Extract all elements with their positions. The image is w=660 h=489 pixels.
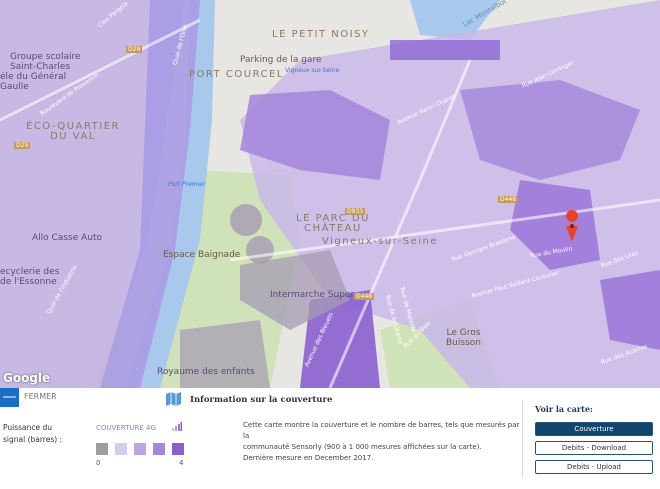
coverage-zone bbox=[600, 270, 660, 350]
coverage-zone bbox=[240, 250, 350, 330]
map-label: LE PETIT NOISY bbox=[272, 29, 370, 40]
google-logo: Google bbox=[3, 371, 51, 385]
label-text: Groupe scolaire Saint-Charles bbox=[10, 52, 81, 72]
legend-swatch-0 bbox=[96, 443, 108, 455]
view-map-label: Voir la carte: bbox=[535, 404, 593, 414]
lake bbox=[410, 0, 500, 40]
coverage-zone bbox=[390, 40, 500, 60]
map-label: ÉCO-QUARTIER DU VAL bbox=[26, 121, 121, 142]
legend-swatch-1 bbox=[115, 443, 127, 455]
map-label: Espace Baignade bbox=[163, 250, 241, 260]
coverage-zone bbox=[230, 204, 262, 236]
map-label: Intermarche Super bbox=[270, 290, 355, 300]
map-label: Royaume des enfants bbox=[157, 367, 255, 377]
folded-map-icon bbox=[166, 392, 181, 406]
description-line: Cette carte montre la couverture et le n… bbox=[243, 421, 520, 440]
legend-swatch-3 bbox=[153, 443, 165, 455]
coverage-zone bbox=[180, 320, 270, 388]
upload-speed-button[interactable]: Debits - Upload bbox=[535, 460, 653, 474]
coverage-button[interactable]: Couverture bbox=[535, 422, 653, 436]
map-label: éle du Général Gaulle bbox=[0, 72, 67, 92]
description-line: Dernière mesure en December 2017. bbox=[243, 454, 374, 462]
map-label: PORT COURCEL bbox=[189, 69, 284, 80]
coverage-description: Cette carte montre la couverture et le n… bbox=[243, 420, 523, 464]
info-panel: — FERMER Information sur la couverture P… bbox=[0, 388, 660, 489]
map-label: LE PARC DU CHÂTEAU bbox=[296, 213, 370, 234]
close-label[interactable]: FERMER bbox=[24, 392, 57, 401]
coverage-zone bbox=[246, 236, 274, 264]
map-label: Vigneux-sur-Seine bbox=[285, 67, 340, 74]
map-label: Le Gros Buisson bbox=[446, 328, 481, 348]
road-shield: D448 bbox=[354, 293, 375, 300]
map-label: Port Premier bbox=[168, 181, 206, 188]
panel-title: Information sur la couverture bbox=[190, 395, 333, 405]
coverage-zone bbox=[510, 180, 600, 270]
map-label: ecyclerie des de l'Essonne bbox=[0, 267, 60, 287]
map-label: Parking de la gare bbox=[240, 55, 322, 65]
minus-icon: — bbox=[2, 389, 17, 405]
legend-max: 4 bbox=[179, 459, 184, 467]
road-shield: D29 bbox=[126, 46, 143, 53]
road-shield: D29 bbox=[14, 142, 31, 149]
legend-swatch-4 bbox=[172, 443, 184, 455]
close-button[interactable]: — bbox=[0, 388, 19, 407]
road-shield: D448 bbox=[498, 196, 519, 203]
map-label: Vigneux-sur-Seine bbox=[322, 236, 438, 247]
map-label: Allo Casse Auto bbox=[32, 233, 102, 243]
signal-bars-icon bbox=[172, 422, 182, 431]
divider bbox=[522, 400, 523, 478]
signal-strength-label: Puissance du signal (barres) : bbox=[3, 423, 63, 444]
coverage-zone bbox=[100, 0, 200, 388]
legend-swatch-2 bbox=[134, 443, 146, 455]
road-shield: D933 bbox=[345, 208, 366, 215]
coverage-type-label: COUVERTURE 4G bbox=[96, 424, 156, 432]
description-line: communauté Sensorly (900 à 1 000 mesures… bbox=[243, 443, 482, 451]
legend-min: 0 bbox=[96, 459, 101, 467]
coverage-map[interactable]: Groupe scolaire Saint-Charles éle du Gén… bbox=[0, 0, 660, 388]
map-layer bbox=[0, 0, 660, 388]
coverage-zone bbox=[460, 80, 640, 180]
map-label: Groupe scolaire Saint-Charles bbox=[10, 52, 81, 72]
coverage-zone bbox=[240, 90, 390, 180]
download-speed-button[interactable]: Debits - Download bbox=[535, 441, 653, 455]
